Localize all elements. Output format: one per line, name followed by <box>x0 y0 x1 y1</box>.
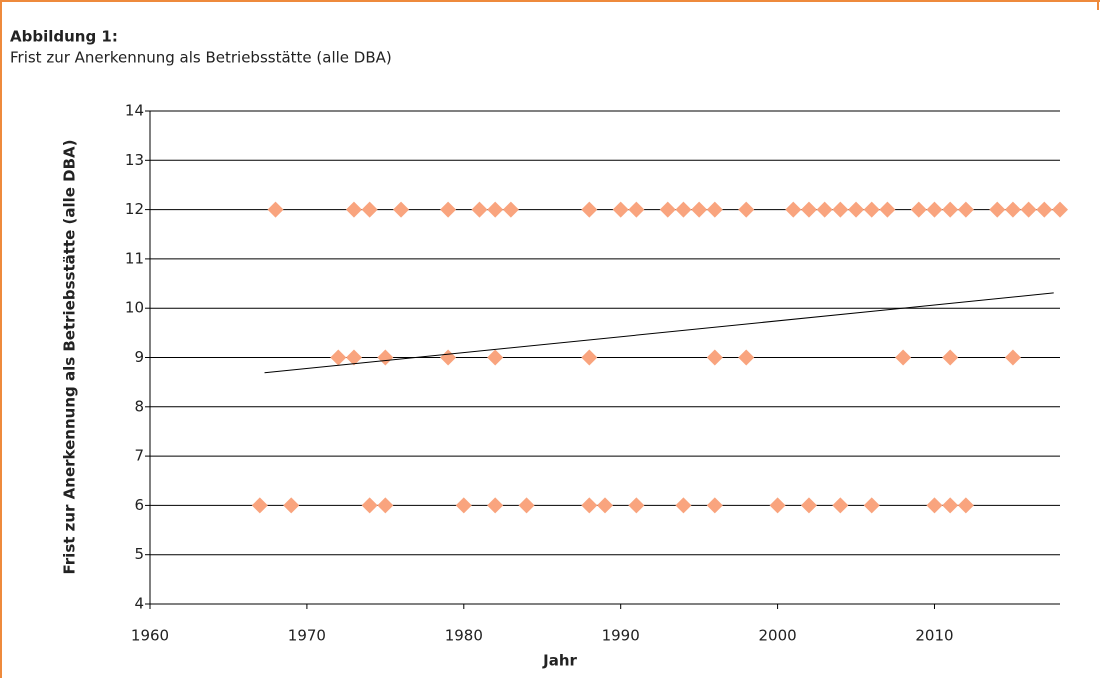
point <box>942 497 959 514</box>
x-tick-label: 2000 <box>758 627 796 645</box>
point <box>863 497 880 514</box>
y-tick-label: 11 <box>125 249 144 267</box>
point <box>471 201 488 218</box>
point <box>816 201 833 218</box>
point <box>957 201 974 218</box>
x-tick-label: 1960 <box>131 627 169 645</box>
point <box>800 201 817 218</box>
point <box>440 349 457 366</box>
trendline <box>264 292 1054 374</box>
x-tick-label: 1990 <box>602 627 640 645</box>
y-tick-label: 13 <box>125 151 144 169</box>
point <box>361 497 378 514</box>
point <box>675 497 692 514</box>
y-tick-label: 8 <box>134 397 144 415</box>
point <box>581 201 598 218</box>
point <box>989 201 1006 218</box>
y-tick-label: 6 <box>134 496 144 514</box>
point <box>659 201 676 218</box>
point <box>942 201 959 218</box>
point <box>1004 349 1021 366</box>
point <box>345 201 362 218</box>
point <box>597 497 613 514</box>
point <box>957 497 974 514</box>
point <box>675 201 692 218</box>
point <box>706 497 723 514</box>
point <box>848 201 865 218</box>
x-axis-label: Jahr <box>542 652 577 670</box>
point <box>738 349 755 366</box>
point <box>738 201 755 218</box>
point <box>1036 201 1053 218</box>
point <box>377 497 394 514</box>
chart-title: Frist zur Anerkennung als Betriebsstätte… <box>10 49 392 67</box>
point <box>942 349 959 366</box>
point <box>1020 201 1037 218</box>
point <box>502 201 519 218</box>
point <box>628 201 645 218</box>
point <box>377 349 394 366</box>
x-tick-label: 2010 <box>915 627 953 645</box>
y-tick-label: 9 <box>134 348 144 366</box>
y-tick-label: 7 <box>134 447 144 465</box>
point <box>926 201 943 218</box>
point <box>785 201 802 218</box>
x-tick-label: 1980 <box>445 627 483 645</box>
point <box>691 201 708 218</box>
point <box>628 497 645 514</box>
point <box>455 497 472 514</box>
point <box>800 497 817 514</box>
point <box>832 497 849 514</box>
point <box>345 349 362 366</box>
point <box>832 201 849 218</box>
y-tick-label: 5 <box>134 545 144 563</box>
point <box>361 201 378 218</box>
point <box>910 201 927 218</box>
point <box>1004 201 1021 218</box>
point <box>487 349 504 366</box>
point <box>487 497 504 514</box>
point <box>487 201 504 218</box>
point <box>926 497 943 514</box>
y-tick-label: 14 <box>125 102 144 120</box>
point <box>518 497 535 514</box>
point <box>879 201 896 218</box>
point <box>440 201 457 218</box>
point <box>393 201 410 218</box>
point <box>267 201 284 218</box>
point <box>581 497 598 514</box>
point <box>706 201 723 218</box>
point <box>769 497 786 514</box>
point <box>706 349 723 366</box>
point <box>330 349 347 366</box>
y-tick-label: 4 <box>134 595 144 613</box>
x-tick-label: 1970 <box>288 627 326 645</box>
point <box>283 497 300 514</box>
y-tick-label: 12 <box>125 200 144 218</box>
point <box>581 349 598 366</box>
point <box>1052 201 1068 218</box>
y-axis-label: Frist zur Anerkennung als Betriebsstätte… <box>61 140 79 575</box>
figure-label: Abbildung 1: <box>10 28 118 46</box>
point <box>863 201 880 218</box>
y-tick-label: 10 <box>125 299 144 317</box>
point <box>612 201 629 218</box>
point <box>251 497 268 514</box>
point <box>895 349 912 366</box>
